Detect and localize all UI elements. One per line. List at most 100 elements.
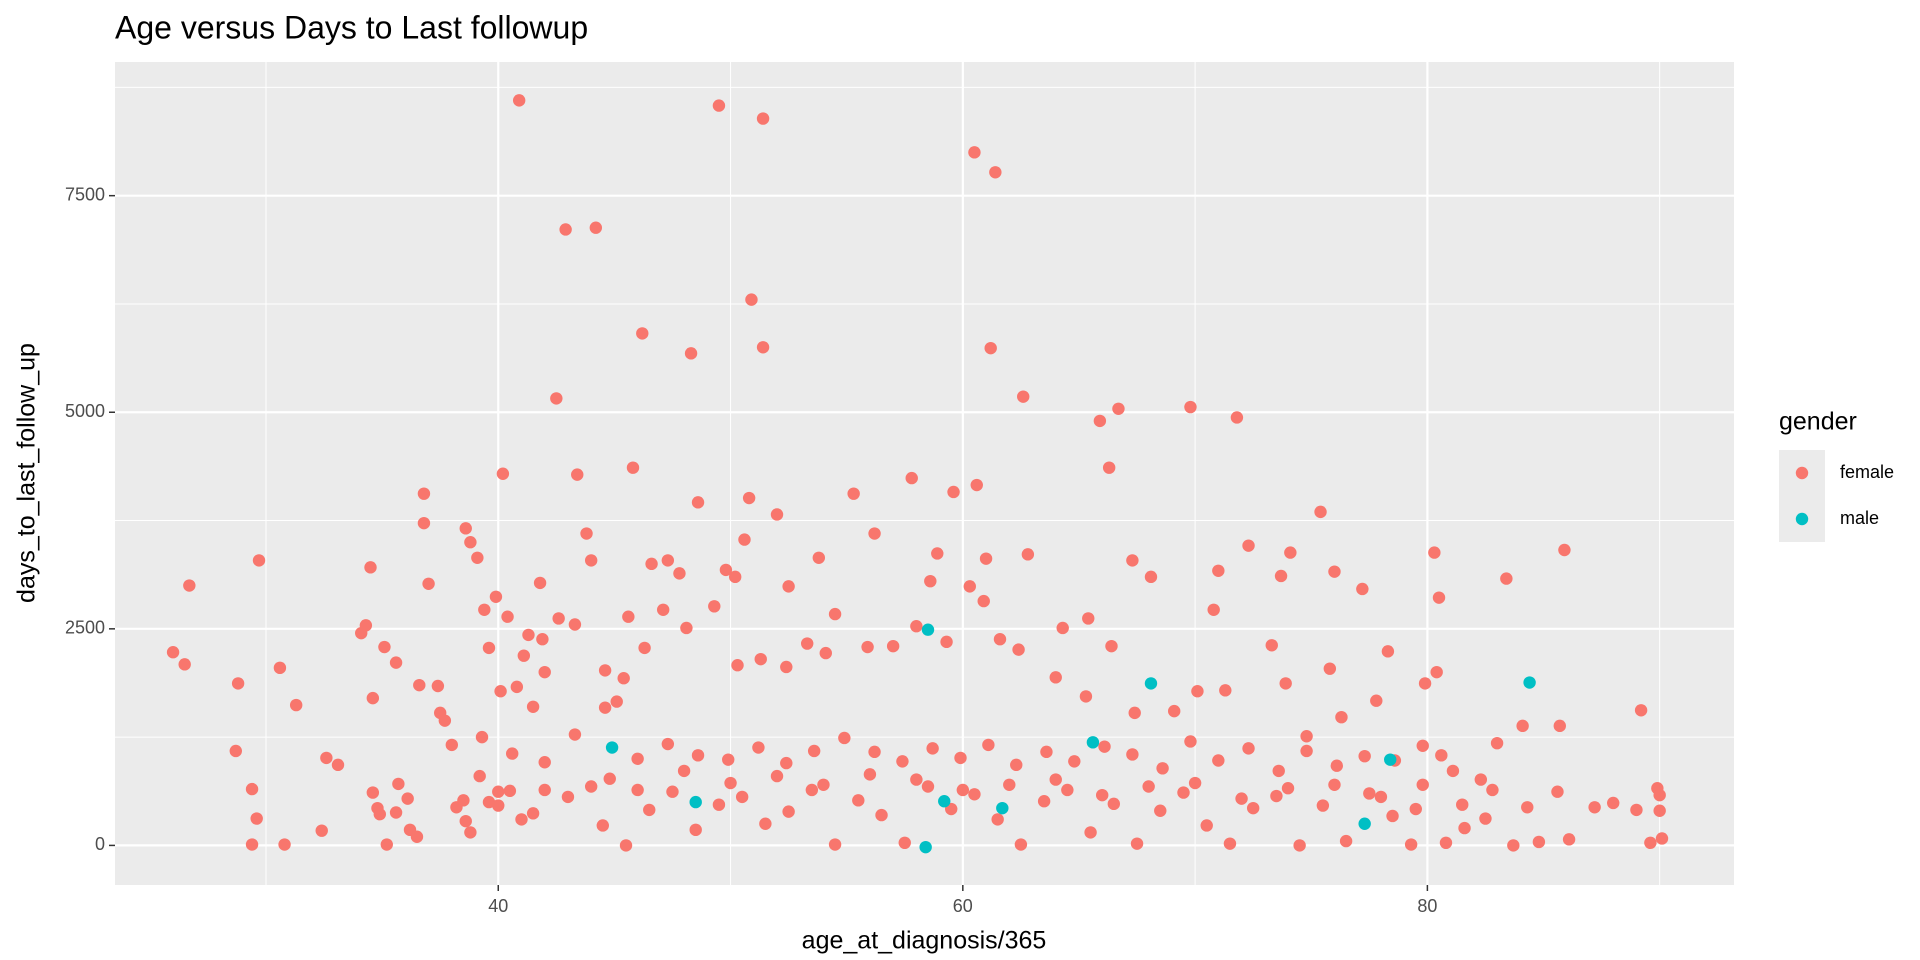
- point: [457, 794, 470, 807]
- point: [1156, 762, 1169, 775]
- point: [1428, 546, 1441, 559]
- point: [536, 633, 549, 646]
- legend-title: gender: [1779, 408, 1857, 436]
- point: [931, 547, 944, 560]
- point: [401, 792, 414, 805]
- point: [1558, 543, 1571, 557]
- point: [568, 618, 582, 631]
- point: [1246, 801, 1260, 815]
- point: [584, 780, 598, 793]
- point: [673, 567, 686, 580]
- point: [1142, 780, 1155, 793]
- point: [645, 557, 658, 571]
- point: [1184, 735, 1197, 748]
- point: [538, 756, 551, 769]
- point: [1105, 639, 1118, 653]
- point: [1300, 744, 1313, 758]
- point: [598, 664, 612, 677]
- point: [919, 840, 932, 854]
- point: [745, 293, 758, 306]
- point: [1418, 677, 1432, 690]
- point: [1086, 736, 1100, 749]
- point: [1188, 776, 1202, 790]
- point: [1242, 539, 1255, 552]
- point: [1486, 783, 1499, 797]
- point: [947, 485, 960, 499]
- point: [589, 221, 603, 234]
- point: [584, 554, 598, 567]
- point: [712, 798, 726, 811]
- point: [366, 691, 380, 705]
- point: [1003, 778, 1016, 791]
- point: [229, 744, 242, 758]
- point: [1107, 797, 1121, 811]
- point: [1017, 390, 1030, 403]
- point: [1207, 603, 1220, 616]
- point: [680, 621, 693, 635]
- point: [1358, 817, 1371, 830]
- point: [459, 814, 472, 828]
- x-axis-title: age_at_diagnosis/365: [802, 927, 1047, 955]
- point: [413, 678, 426, 692]
- point: [1037, 795, 1051, 808]
- point: [1021, 548, 1035, 561]
- point: [1128, 706, 1141, 720]
- point: [622, 610, 635, 623]
- point: [770, 769, 784, 783]
- point: [977, 594, 990, 608]
- point: [619, 839, 633, 852]
- point: [1144, 677, 1158, 690]
- point: [422, 577, 435, 590]
- point: [166, 646, 180, 659]
- point: [438, 714, 452, 727]
- point: [708, 600, 721, 613]
- point: [728, 570, 742, 584]
- point: [603, 772, 616, 785]
- point: [712, 99, 726, 112]
- point: [417, 516, 431, 530]
- point: [759, 817, 772, 830]
- point: [722, 753, 735, 766]
- point: [496, 467, 510, 480]
- point: [638, 641, 651, 655]
- point: [1219, 684, 1232, 697]
- point: [1274, 569, 1288, 583]
- point: [1279, 677, 1292, 690]
- point: [1112, 402, 1125, 415]
- point: [828, 607, 842, 621]
- point: [568, 728, 582, 741]
- point: [471, 551, 484, 564]
- point: [389, 656, 403, 669]
- point: [1634, 704, 1648, 717]
- point: [517, 649, 531, 662]
- point: [1653, 804, 1666, 817]
- point: [756, 112, 770, 125]
- point: [780, 756, 793, 770]
- point: [1056, 621, 1069, 635]
- point: [231, 677, 245, 690]
- point: [1381, 645, 1395, 658]
- point: [533, 576, 547, 590]
- point: [1416, 778, 1429, 791]
- point: [956, 783, 970, 797]
- point: [1093, 414, 1107, 428]
- point: [1430, 665, 1443, 679]
- point: [506, 747, 519, 760]
- point: [512, 94, 526, 107]
- point: [1370, 694, 1383, 707]
- y-tick-label: 0: [95, 834, 105, 854]
- point: [991, 813, 1004, 826]
- point: [550, 392, 563, 405]
- point: [982, 738, 995, 752]
- point: [805, 783, 819, 797]
- point: [1630, 803, 1643, 817]
- point: [245, 782, 259, 796]
- point: [1242, 742, 1255, 755]
- point: [1068, 755, 1081, 768]
- point: [677, 764, 691, 778]
- point: [631, 783, 644, 797]
- point: [178, 658, 191, 671]
- point: [183, 579, 196, 592]
- point: [666, 785, 679, 798]
- point: [1212, 564, 1225, 577]
